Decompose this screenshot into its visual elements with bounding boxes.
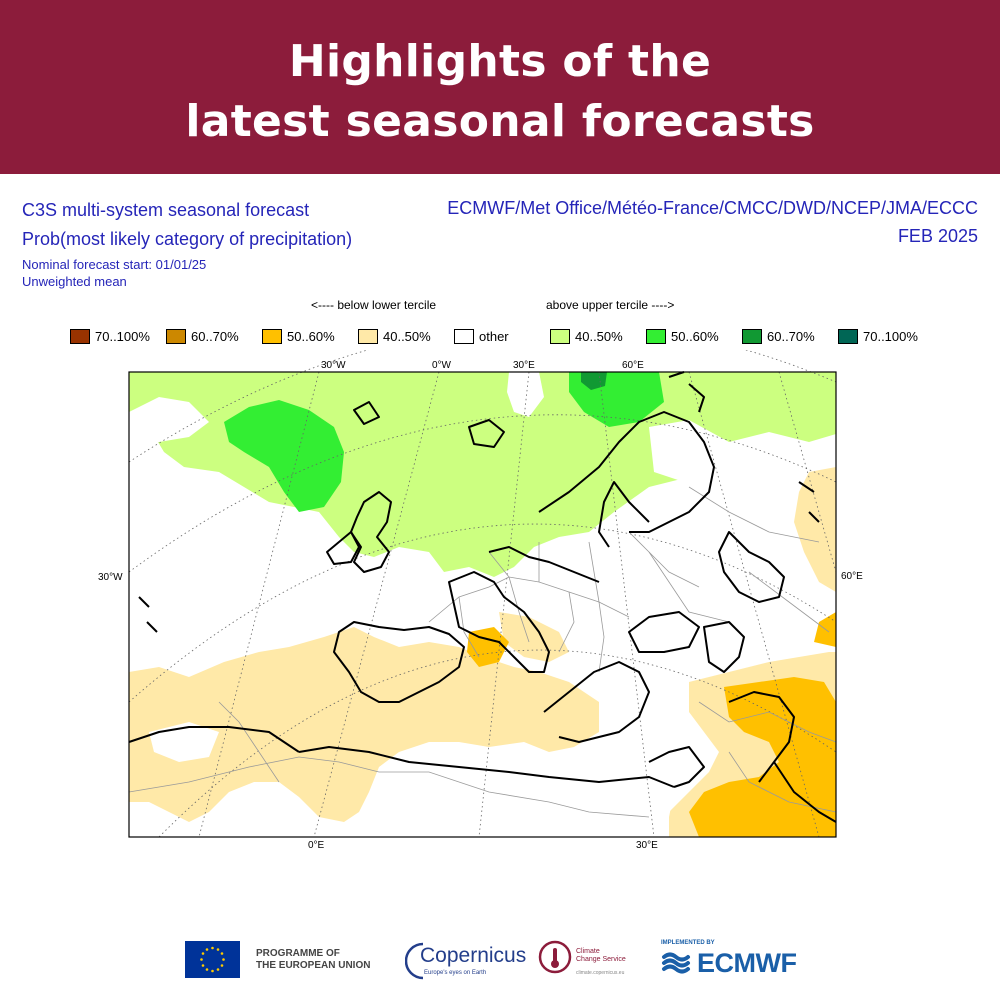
- legend-label: 40..50%: [575, 329, 623, 344]
- forecast-mean: Unweighted mean: [22, 274, 127, 289]
- copernicus-tagline: Europe's eyes on Earth: [424, 970, 487, 976]
- legend-label: 60..70%: [191, 329, 239, 344]
- banner-title-line-1: Highlights of the: [288, 36, 712, 87]
- tick-label-top: 60°E: [622, 360, 644, 371]
- tick-label-bottom: 30°E: [636, 840, 658, 851]
- title-banner: Highlights of the latest seasonal foreca…: [0, 0, 1000, 174]
- forecast-systems: ECMWF/Met Office/Météo-France/CMCC/DWD/N…: [447, 198, 978, 218]
- programme-line-1: PROGRAMME OF: [256, 948, 340, 959]
- precip-other-region: [129, 397, 209, 447]
- tick-label-left: 30°W: [98, 572, 123, 583]
- legend-label: other: [479, 329, 509, 344]
- eu-flag-icon: [185, 941, 240, 978]
- ecmwf-logo-icon: [662, 952, 690, 974]
- legend-label: 50..60%: [671, 329, 719, 344]
- legend-swatch: [358, 329, 378, 344]
- forecast-subtitle: Prob(most likely category of precipitati…: [22, 229, 353, 249]
- map-svg: 30°W 0°W 30°E 60°E 30°W 60°E 0°E 30°E: [98, 350, 863, 851]
- legend-swatch: [70, 329, 90, 344]
- banner-title-line-2: latest seasonal forecasts: [185, 96, 815, 147]
- precip-other-region: [507, 372, 544, 417]
- eu-programme-text: PROGRAMME OF THE EUROPEAN UNION: [256, 948, 370, 972]
- tick-label-top: 0°W: [432, 360, 452, 371]
- tick-label-top: 30°W: [321, 360, 346, 371]
- legend-swatch: [454, 329, 474, 344]
- precip-below-40-50-region: [499, 612, 569, 662]
- implemented-by-label: IMPLEMENTED BY: [661, 940, 715, 946]
- tick-label-top: 30°E: [513, 360, 535, 371]
- precip-other-region: [149, 722, 219, 762]
- copernicus-wordmark: Copernicus: [420, 944, 527, 967]
- map-frame: [128, 371, 837, 838]
- forecast-start: Nominal forecast start: 01/01/25: [22, 257, 207, 272]
- legend-label: 70..100%: [95, 329, 150, 344]
- map-graticule: [128, 350, 837, 838]
- legend-label: 70..100%: [863, 329, 918, 344]
- legend-label: 60..70%: [767, 329, 815, 344]
- below-tercile-label: <---- below lower tercile: [311, 298, 437, 312]
- tick-label-bottom: 0°E: [308, 840, 325, 851]
- precip-other-region: [649, 420, 836, 482]
- legend-swatch: [550, 329, 570, 344]
- legend-label: 40..50%: [383, 329, 431, 344]
- coastlines: [128, 371, 837, 823]
- legend-swatch: [742, 329, 762, 344]
- c3s-name: Climate Change Service: [576, 948, 626, 964]
- footer-logos: PROGRAMME OF THE EUROPEAN UNION Copernic…: [0, 930, 1000, 990]
- above-tercile-label: above upper tercile ---->: [546, 298, 675, 312]
- copernicus-logo-icon: [405, 942, 424, 980]
- legend-label: 50..60%: [287, 329, 335, 344]
- legend-swatch: [838, 329, 858, 344]
- precip-below-40-50-region: [129, 627, 599, 822]
- climate-change-service-icon: [538, 940, 572, 974]
- ecmwf-wordmark: ECMWF: [697, 948, 797, 978]
- legend-swatch: [262, 329, 282, 344]
- forecast-title: C3S multi-system seasonal forecast: [22, 200, 310, 220]
- precip-above-50-60-region: [224, 400, 344, 512]
- tick-label-right: 60°E: [841, 571, 863, 582]
- forecast-month: FEB 2025: [897, 226, 978, 246]
- precip-below-40-50-region: [794, 467, 836, 592]
- c3s-url: climate.copernicus.eu: [576, 970, 625, 976]
- c3s-line-2: Change Service: [576, 956, 626, 963]
- legend-swatch: [166, 329, 186, 344]
- c3s-line-1: Climate: [576, 948, 600, 955]
- programme-line-2: THE EUROPEAN UNION: [256, 960, 371, 971]
- forecast-map: 30°W 0°W 30°E 60°E 30°W 60°E 0°E 30°E: [0, 350, 1000, 860]
- map-plot-area: [128, 350, 837, 838]
- country-borders: [128, 486, 837, 818]
- legend-swatch: [646, 329, 666, 344]
